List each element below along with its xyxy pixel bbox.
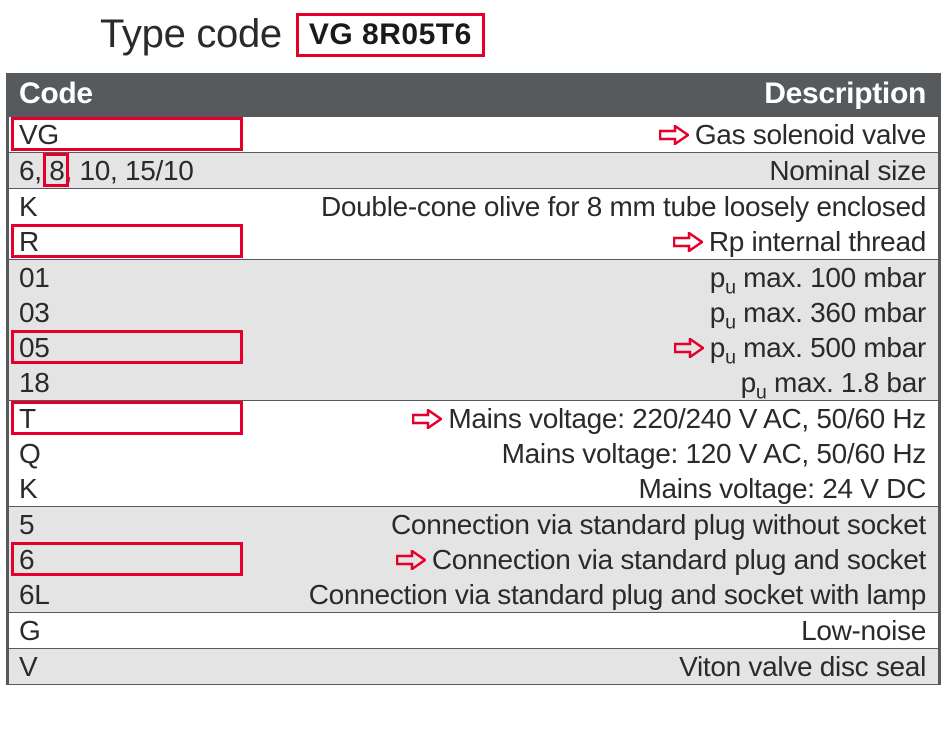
table-row: R Rp internal thread [9,224,938,259]
desc-text: Viton valve disc seal [679,649,926,684]
cell-description: Rp internal thread [259,224,938,259]
row-group: VG Gas solenoid valve [9,117,938,152]
cell-code: 05 [9,330,259,365]
cell-code: 6 [9,542,259,577]
desc-text: pu max. 360 mbar [710,295,926,330]
table-row: Q Mains voltage: 120 V AC, 50/60 Hz [9,436,938,471]
table-row: 6 Connection via standard plug and socket [9,542,938,577]
row-group: V Viton valve disc seal [9,648,938,684]
table-row: V Viton valve disc seal [9,649,938,684]
cell-description: Viton valve disc seal [259,649,938,684]
cell-code: G [9,613,259,648]
cell-code: 5 [9,507,259,542]
arrow-icon [673,232,703,252]
cell-description: Mains voltage: 120 V AC, 50/60 Hz [259,436,938,471]
desc-text: Nominal size [769,153,926,188]
cell-code: Q [9,436,259,471]
table-row: 01 pu max. 100 mbar [9,260,938,295]
cell-code: VG [9,117,259,152]
row-group: 5 Connection via standard plug without so… [9,506,938,612]
desc-text: pu max. 500 mbar [710,330,926,365]
cell-description: Mains voltage: 220/240 V AC, 50/60 Hz [259,401,938,436]
table-row: 5 Connection via standard plug without so… [9,507,938,542]
cell-code: T [9,401,259,436]
table-row: 6, 8, 10, 15/10 Nominal size [9,153,938,188]
row-group: 01 pu max. 100 mbar 03 pu max. 360 mbar 05 pu… [9,259,938,400]
desc-text: Double-cone olive for 8 mm tube loosely … [321,189,926,224]
table-row: 05 pu max. 500 mbar [9,330,938,365]
highlight-box [11,330,243,364]
header-description: Description [259,73,938,117]
row-group: T Mains voltage: 220/240 V AC, 50/60 Hz Q M… [9,400,938,506]
cell-description: Connection via standard plug without soc… [259,507,938,542]
cell-code: R [9,224,259,259]
cell-code: 6, 8, 10, 15/10 [9,153,259,188]
arrow-icon [396,550,426,570]
table-row: 18 pu max. 1.8 bar [9,365,938,400]
cell-code: 03 [9,295,259,330]
arrow-icon [659,125,689,145]
cell-description: pu max. 1.8 bar [259,365,938,400]
cell-code: K [9,471,259,506]
desc-text: Mains voltage: 24 V DC [638,471,926,506]
header-code: Code [9,73,259,117]
cell-description: pu max. 500 mbar [259,330,938,365]
cell-code: 01 [9,260,259,295]
row-group: K Double-cone olive for 8 mm tube loosely… [9,188,938,259]
table-row: K Mains voltage: 24 V DC [9,471,938,506]
table-row: T Mains voltage: 220/240 V AC, 50/60 Hz [9,401,938,436]
table-row: G Low-noise [9,613,938,648]
highlight-box [11,542,243,576]
row-group: 6, 8, 10, 15/10 Nominal size [9,152,938,188]
table-body: VG Gas solenoid valve 6, 8, 10, 15/10 Nomin… [9,117,938,684]
cell-description: Low-noise [259,613,938,648]
cell-code: 6L [9,577,259,612]
table-row: VG Gas solenoid valve [9,117,938,152]
title-row: Type code VG 8R05T6 [100,12,947,57]
cell-description: Double-cone olive for 8 mm tube loosely … [259,189,938,224]
table-header: Code Description [9,73,938,117]
highlight-box [11,224,243,258]
desc-text: Gas solenoid valve [695,117,926,152]
cell-description: pu max. 100 mbar [259,260,938,295]
cell-description: Mains voltage: 24 V DC [259,471,938,506]
cell-code: V [9,649,259,684]
desc-text: pu max. 100 mbar [710,260,926,295]
cell-description: Gas solenoid valve [259,117,938,152]
table-row: K Double-cone olive for 8 mm tube loosely… [9,189,938,224]
desc-text: pu max. 1.8 bar [741,365,926,400]
desc-text: Connection via standard plug and socket … [309,577,926,612]
title-code-box: VG 8R05T6 [296,13,485,57]
row-group: G Low-noise [9,612,938,648]
title-label: Type code [100,12,282,57]
table-row: 6L Connection via standard plug and socke… [9,577,938,612]
arrow-icon [674,338,704,358]
cell-description: Nominal size [259,153,938,188]
desc-text: Connection via standard plug and socket [432,542,926,577]
page: Type code VG 8R05T6 Code Description VGG… [0,0,947,732]
desc-text: Rp internal thread [709,224,926,259]
cell-code: 18 [9,365,259,400]
cell-description: pu max. 360 mbar [259,295,938,330]
cell-code: K [9,189,259,224]
highlight-box [11,401,243,435]
cell-description: Connection via standard plug and socket … [259,577,938,612]
desc-text: Connection via standard plug without soc… [391,507,926,542]
cell-description: Connection via standard plug and socket [259,542,938,577]
desc-text: Mains voltage: 220/240 V AC, 50/60 Hz [448,401,926,436]
arrow-icon [412,409,442,429]
type-code-table: Code Description VGGas solenoid valve6, … [6,73,941,685]
desc-text: Low-noise [801,613,926,648]
highlight-box-inner [43,153,69,187]
desc-text: Mains voltage: 120 V AC, 50/60 Hz [502,436,926,471]
table-row: 03 pu max. 360 mbar [9,295,938,330]
highlight-box [11,117,243,151]
